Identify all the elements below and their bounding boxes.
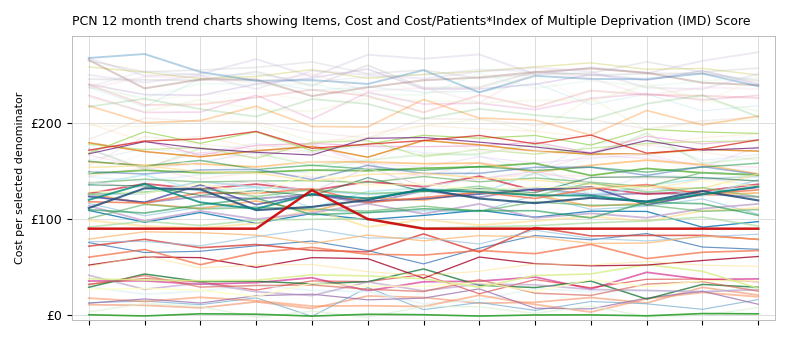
Y-axis label: Cost per selected denominator: Cost per selected denominator <box>15 92 25 264</box>
Text: PCN 12 month trend charts showing Items, Cost and Cost/Patients*Index of Multipl: PCN 12 month trend charts showing Items,… <box>72 15 750 28</box>
